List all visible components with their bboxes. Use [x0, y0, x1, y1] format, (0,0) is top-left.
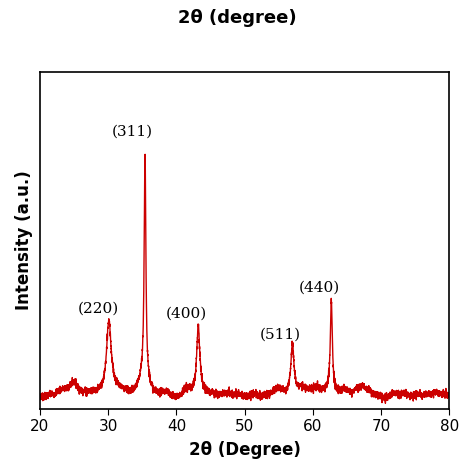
- Text: (440): (440): [299, 281, 340, 295]
- Text: (511): (511): [260, 327, 301, 341]
- Y-axis label: Intensity (a.u.): Intensity (a.u.): [15, 170, 33, 310]
- X-axis label: 2θ (Degree): 2θ (Degree): [189, 441, 301, 459]
- Text: 2θ (degree): 2θ (degree): [178, 9, 296, 27]
- Text: (220): (220): [77, 301, 118, 315]
- Text: (400): (400): [166, 307, 207, 320]
- Text: (311): (311): [111, 125, 153, 139]
